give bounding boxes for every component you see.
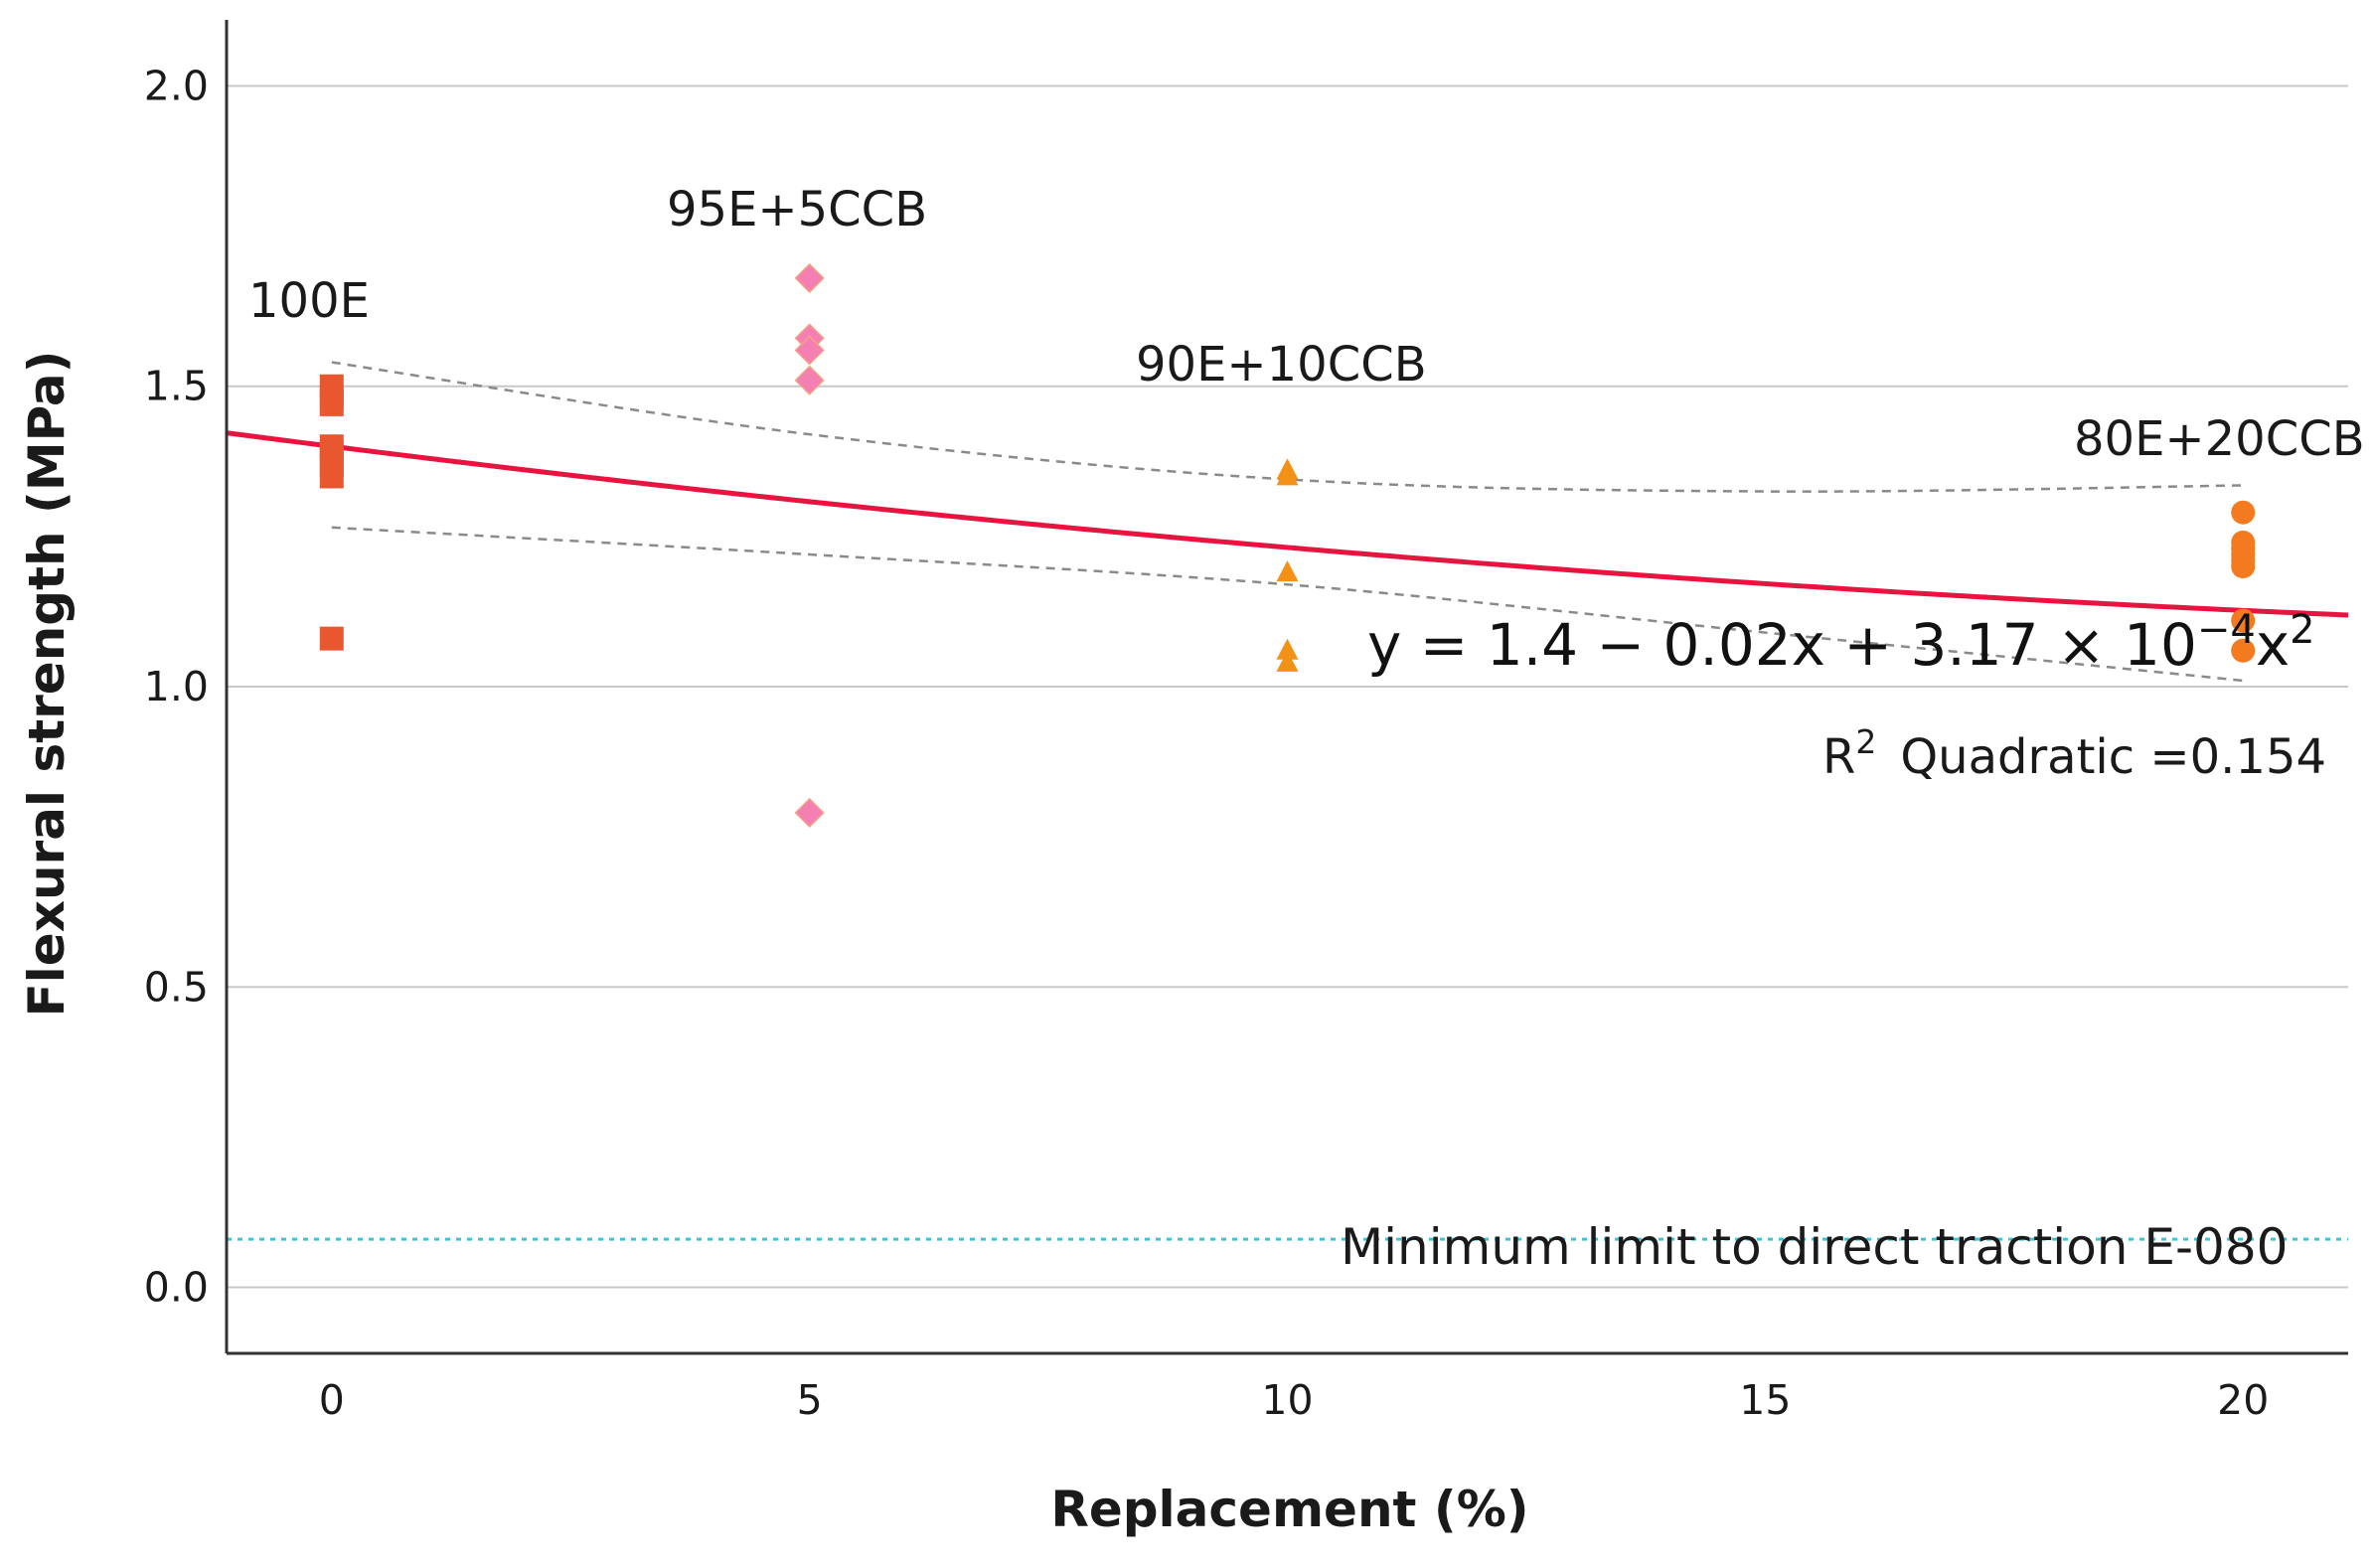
x-tick-label: 5 [797,1376,823,1424]
y-tick-label: 2.0 [144,62,209,109]
r-squared-symbol: R [1822,729,1855,785]
axes [225,20,2348,1355]
data-point-80e-20ccb [2231,554,2256,579]
data-point-95e-5ccb [794,262,825,293]
data-point-90e-10ccb [1276,650,1299,672]
y-tick-label: 0.5 [144,963,209,1011]
r-squared-value: Quadratic =0.154 [1900,729,2326,785]
grid-lines [227,84,2348,1289]
x-axis-title: Replacement (%) [1050,1481,1528,1538]
fit-equation-main: y = 1.4 − 0.02x + 3.17 × 10 [1367,611,2197,679]
data-point-80e-20ccb [2231,608,2256,633]
data-point-95e-5ccb [794,365,825,395]
x-tick-label: 0 [319,1376,345,1424]
confidence-band-group [331,361,2244,683]
y-axis-title: Flexural strength (MPa) [18,350,76,1017]
fit-equation-tail: x [2256,611,2290,679]
group-label-100e: 100E [248,273,370,329]
fit-curve [226,430,2349,618]
data-point-80e-20ccb [2231,638,2256,663]
data-point-80e-20ccb [2231,500,2256,525]
data-point-100e [319,626,344,651]
r-squared-label: R2 Quadratic =0.154 [1822,722,2326,785]
fit-equation-exp: −4 [2197,607,2256,653]
x-tick-label: 10 [1261,1376,1313,1424]
group-label-90e-10ccb: 90E+10CCB [1136,337,1427,392]
data-point-90e-10ccb [1276,464,1299,486]
data-point-95e-5ccb [794,335,825,366]
x-tick-label: 15 [1739,1376,1791,1424]
ci-lower-line [331,526,2244,683]
y-tick-label: 1.5 [144,363,209,410]
fit-curve-group [226,430,2349,618]
r-squared-exp: 2 [1855,722,1876,761]
data-point-100e [319,464,344,489]
fit-equation-tail-exp: 2 [2290,607,2314,653]
data-point-100e [319,392,344,416]
group-label-80e-20ccb: 80E+20CCB [2074,411,2365,467]
data-point-90e-10ccb [1276,638,1299,660]
y-tick-label: 0.0 [144,1264,209,1312]
reference-line-label: Minimum limit to direct traction E-080 [1341,1218,2288,1276]
fit-equation: y = 1.4 − 0.02x + 3.17 × 10−4x2 [1367,607,2315,679]
data-points [319,262,2256,829]
group-label-95e-5ccb: 95E+5CCB [667,182,927,237]
y-tick-label: 1.0 [144,663,209,710]
x-tick-label: 20 [2217,1376,2269,1424]
data-point-95e-5ccb [794,797,825,829]
tick-labels: 0.0 0.5 1.0 1.5 2.0 0 5 10 15 20 [144,62,2270,1424]
data-point-90e-10ccb [1276,560,1299,582]
